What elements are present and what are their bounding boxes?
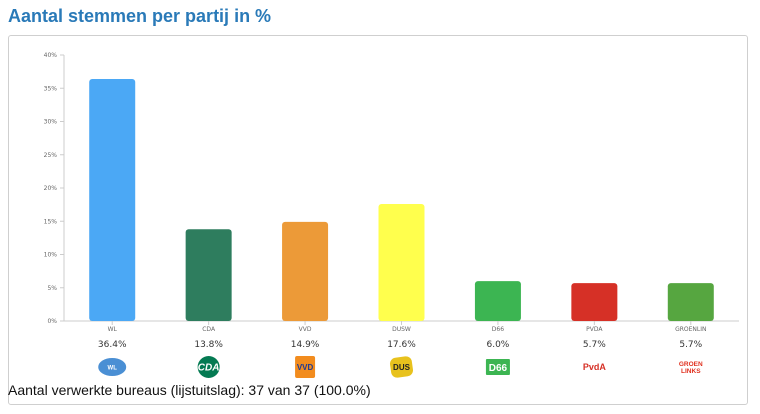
pvda-logo-text: PvdA — [583, 362, 607, 372]
groenlinks-logo-text: GROEN — [679, 361, 703, 368]
y-tick-label: 5% — [47, 285, 57, 292]
y-tick-label: 40% — [44, 52, 58, 59]
value-label: 36.4% — [98, 340, 127, 350]
value-label: 17.6% — [387, 340, 416, 350]
vvd-logo-shape — [295, 356, 316, 378]
value-label: 13.8% — [194, 340, 223, 350]
value-label: 5.7% — [679, 340, 702, 350]
y-tick-label: 10% — [44, 252, 58, 259]
category-label: DUSW — [392, 326, 411, 333]
y-tick-label: 35% — [44, 85, 58, 92]
wl-logo-shape — [98, 358, 127, 376]
chart-panel: 0% 5% 10% 15% 20% 25% 30% 35% 40% WL 36.4% WL CDA 13.… — [8, 35, 748, 405]
y-tick-label: 30% — [44, 119, 58, 126]
category-label: D66 — [492, 326, 504, 333]
wl-logo-text: WL — [108, 366, 118, 372]
d66-logo-text: D66 — [489, 363, 508, 374]
dus-logo: DUS — [389, 356, 414, 378]
pvda-logo: PvdA — [583, 362, 607, 372]
bar-wl[interactable] — [89, 78, 136, 321]
vvd-logo-text: VVD — [297, 363, 314, 372]
bar-groenlin[interactable] — [667, 283, 714, 321]
vvd-logo: VVD — [295, 356, 316, 378]
cda-logo-text: CDA — [198, 363, 220, 374]
processed-bureaus-text: Aantal verwerkte bureaus (lijstuitslag):… — [8, 382, 371, 398]
value-label: 6.0% — [486, 340, 509, 350]
groenlinks-logo-text: LINKS — [681, 368, 701, 375]
wl-logo: WL — [98, 358, 127, 376]
page-title: Aantal stemmen per partij in % — [8, 6, 272, 26]
d66-logo: D66 — [485, 359, 510, 375]
y-tick-label: 0% — [47, 318, 57, 325]
dus-logo-text: DUS — [393, 363, 411, 372]
d66-logo-shape — [485, 359, 510, 375]
cda-logo-shape — [197, 356, 220, 378]
bar-vvd[interactable] — [282, 221, 329, 321]
bar-pvda[interactable] — [571, 283, 618, 321]
cda-logo: CDA — [197, 356, 220, 378]
y-tick-label: 15% — [44, 218, 58, 225]
bar-chart: 0% 5% 10% 15% 20% 25% 30% 35% 40% WL 36.4% WL CDA 13.… — [44, 52, 739, 378]
category-label: PVDA — [586, 326, 603, 333]
y-tick-label: 25% — [44, 152, 58, 159]
category-label: VVD — [299, 326, 312, 333]
category-label: CDA — [202, 326, 216, 333]
bar-cda[interactable] — [185, 229, 232, 321]
category-label: WL — [108, 326, 118, 333]
bar-dusw[interactable] — [378, 203, 425, 321]
dus-logo-shape — [389, 356, 414, 378]
value-label: 5.7% — [583, 340, 606, 350]
bar-d66[interactable] — [474, 281, 521, 321]
value-label: 14.9% — [291, 340, 320, 350]
y-tick-label: 20% — [44, 185, 58, 192]
category-label: GROENLIN — [675, 326, 706, 333]
